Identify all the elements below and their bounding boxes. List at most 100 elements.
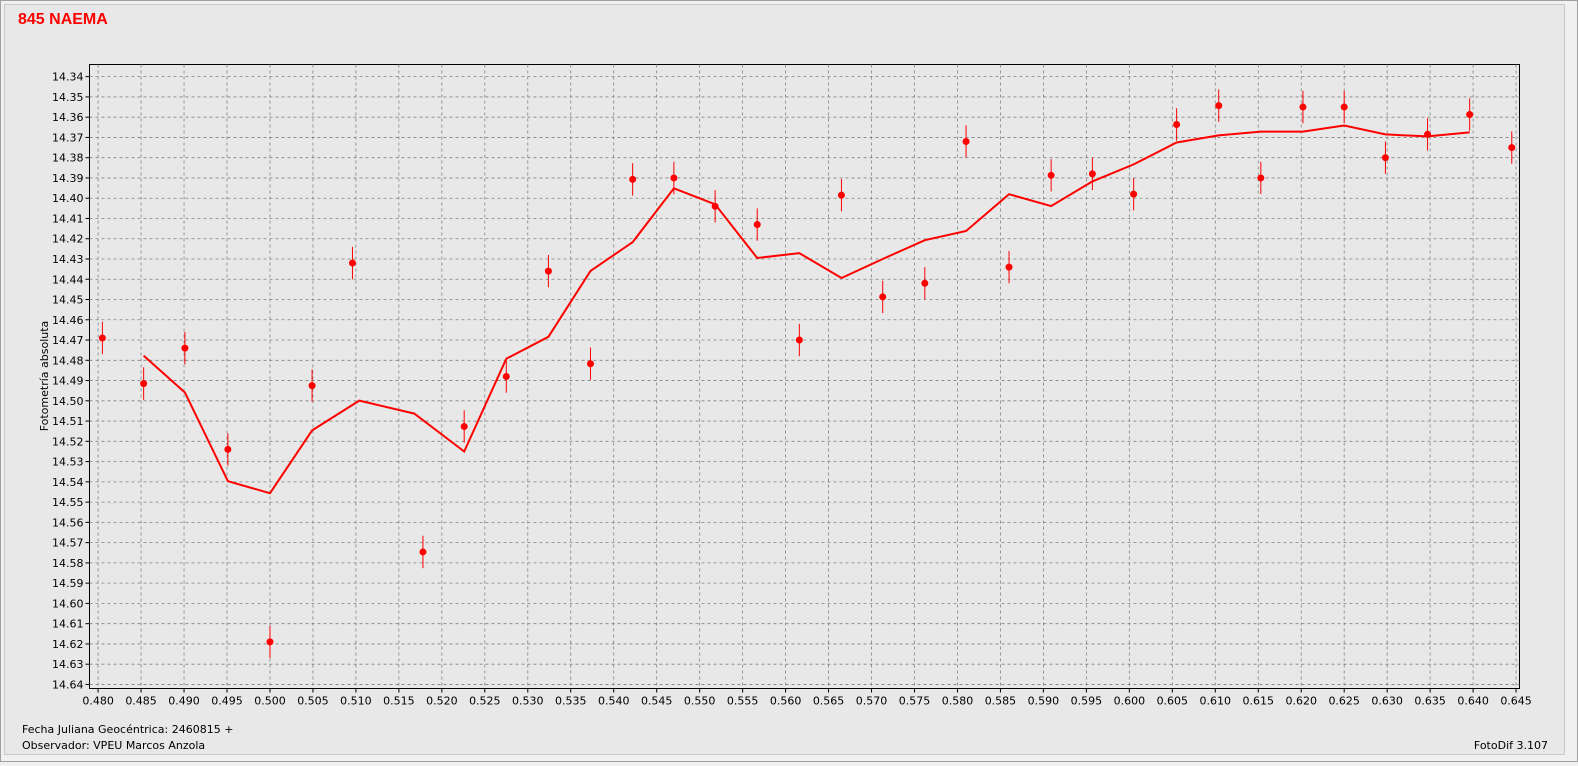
x-tick-label: 0.595 <box>1071 695 1103 708</box>
x-tick-label: 0.530 <box>512 695 544 708</box>
data-point <box>1005 263 1013 271</box>
data-point <box>460 423 468 431</box>
y-tick-label: 14.40 <box>52 192 84 205</box>
data-point <box>1508 144 1516 152</box>
x-tick-label: 0.520 <box>426 695 458 708</box>
data-point <box>962 137 970 145</box>
x-tick-label: 0.610 <box>1200 695 1232 708</box>
data-point <box>1047 171 1055 179</box>
x-tick-label: 0.535 <box>555 695 587 708</box>
x-tick-label: 0.605 <box>1157 695 1189 708</box>
x-tick-label: 0.640 <box>1457 695 1489 708</box>
data-point <box>753 221 761 229</box>
x-tick-label: 0.645 <box>1500 695 1532 708</box>
y-tick-label: 14.43 <box>52 253 84 266</box>
data-point <box>1173 120 1181 128</box>
x-tick-label: 0.620 <box>1285 695 1317 708</box>
y-tick-label: 14.41 <box>52 212 84 225</box>
data-point <box>181 344 189 352</box>
x-tick-label: 0.585 <box>985 695 1017 708</box>
x-tick-label: 0.615 <box>1243 695 1275 708</box>
x-tick-label: 0.600 <box>1114 695 1146 708</box>
data-point <box>1340 103 1348 111</box>
data-point <box>140 380 148 388</box>
data-point <box>348 259 356 267</box>
y-tick-label: 14.37 <box>52 131 84 144</box>
x-tick-label: 0.485 <box>125 695 157 708</box>
y-tick-label: 14.55 <box>52 496 84 509</box>
x-tick-label: 0.550 <box>684 695 716 708</box>
x-tick-label: 0.565 <box>813 695 845 708</box>
y-tick-label: 14.63 <box>52 658 84 671</box>
data-point <box>1299 103 1307 111</box>
data-point <box>544 267 552 275</box>
y-tick-label: 14.39 <box>52 172 84 185</box>
software: FotoDif 3.107 <box>1474 739 1548 752</box>
x-tick-label: 0.480 <box>82 695 114 708</box>
y-tick-label: 14.54 <box>52 476 84 489</box>
data-point <box>1088 170 1096 178</box>
data-point <box>419 548 427 556</box>
x-tick-label: 0.515 <box>383 695 415 708</box>
y-tick-label: 14.51 <box>52 415 84 428</box>
x-tick-label: 0.570 <box>856 695 888 708</box>
chart-title: 845 NAEMA <box>18 11 108 28</box>
y-tick-label: 14.48 <box>52 354 84 367</box>
y-tick-label: 14.52 <box>52 435 84 448</box>
y-tick-label: 14.47 <box>52 334 84 347</box>
data-point <box>629 175 637 183</box>
data-point <box>670 174 678 182</box>
x-tick-label: 0.510 <box>340 695 372 708</box>
y-tick-label: 14.35 <box>52 91 84 104</box>
x-axis-label: Fecha Juliana Geocéntrica: 2460815 + <box>22 723 233 736</box>
x-tick-label: 0.630 <box>1371 695 1403 708</box>
data-point <box>224 445 232 453</box>
data-point <box>837 191 845 199</box>
x-tick-label: 0.490 <box>168 695 200 708</box>
data-point <box>795 336 803 344</box>
y-tick-label: 14.36 <box>52 111 84 124</box>
data-point <box>587 360 595 368</box>
data-point <box>1130 190 1138 198</box>
plot-area <box>89 64 1520 689</box>
x-tick-label: 0.525 <box>469 695 501 708</box>
data-point <box>879 293 887 301</box>
x-tick-label: 0.625 <box>1328 695 1360 708</box>
observer: Observador: VPEU Marcos Anzola <box>22 739 205 752</box>
x-tick-label: 0.555 <box>727 695 759 708</box>
y-tick-label: 14.64 <box>52 678 84 691</box>
x-tick-label: 0.505 <box>297 695 329 708</box>
data-point <box>502 373 510 380</box>
y-tick-label: 14.45 <box>52 294 84 307</box>
y-tick-label: 14.61 <box>52 618 84 631</box>
y-tick-label: 14.59 <box>52 577 84 590</box>
y-axis-label: Fotometría absoluta <box>38 321 51 432</box>
x-tick-label: 0.580 <box>942 695 974 708</box>
trend-line <box>142 124 1470 495</box>
y-tick-label: 14.34 <box>52 71 84 84</box>
y-tick-label: 14.49 <box>52 375 84 388</box>
data-point <box>1466 111 1474 119</box>
x-tick-label: 0.590 <box>1028 695 1060 708</box>
y-tick-label: 14.57 <box>52 537 84 550</box>
data-point <box>1381 154 1389 162</box>
y-tick-label: 14.60 <box>52 597 84 610</box>
y-tick-label: 14.53 <box>52 456 84 469</box>
y-tick-label: 14.44 <box>52 273 84 286</box>
y-tick-label: 14.42 <box>52 233 84 246</box>
data-point <box>308 382 316 390</box>
data-point <box>266 638 274 646</box>
data-point <box>1215 102 1223 110</box>
y-tick-label: 14.46 <box>52 314 84 327</box>
x-tick-label: 0.635 <box>1414 695 1446 708</box>
x-tick-label: 0.540 <box>598 695 630 708</box>
data-point <box>921 279 929 287</box>
y-tick-label: 14.50 <box>52 395 84 408</box>
x-tick-label: 0.560 <box>770 695 802 708</box>
y-tick-label: 14.38 <box>52 152 84 165</box>
y-tick-label: 14.58 <box>52 557 84 570</box>
y-tick-label: 14.56 <box>52 516 84 529</box>
x-tick-label: 0.545 <box>641 695 673 708</box>
